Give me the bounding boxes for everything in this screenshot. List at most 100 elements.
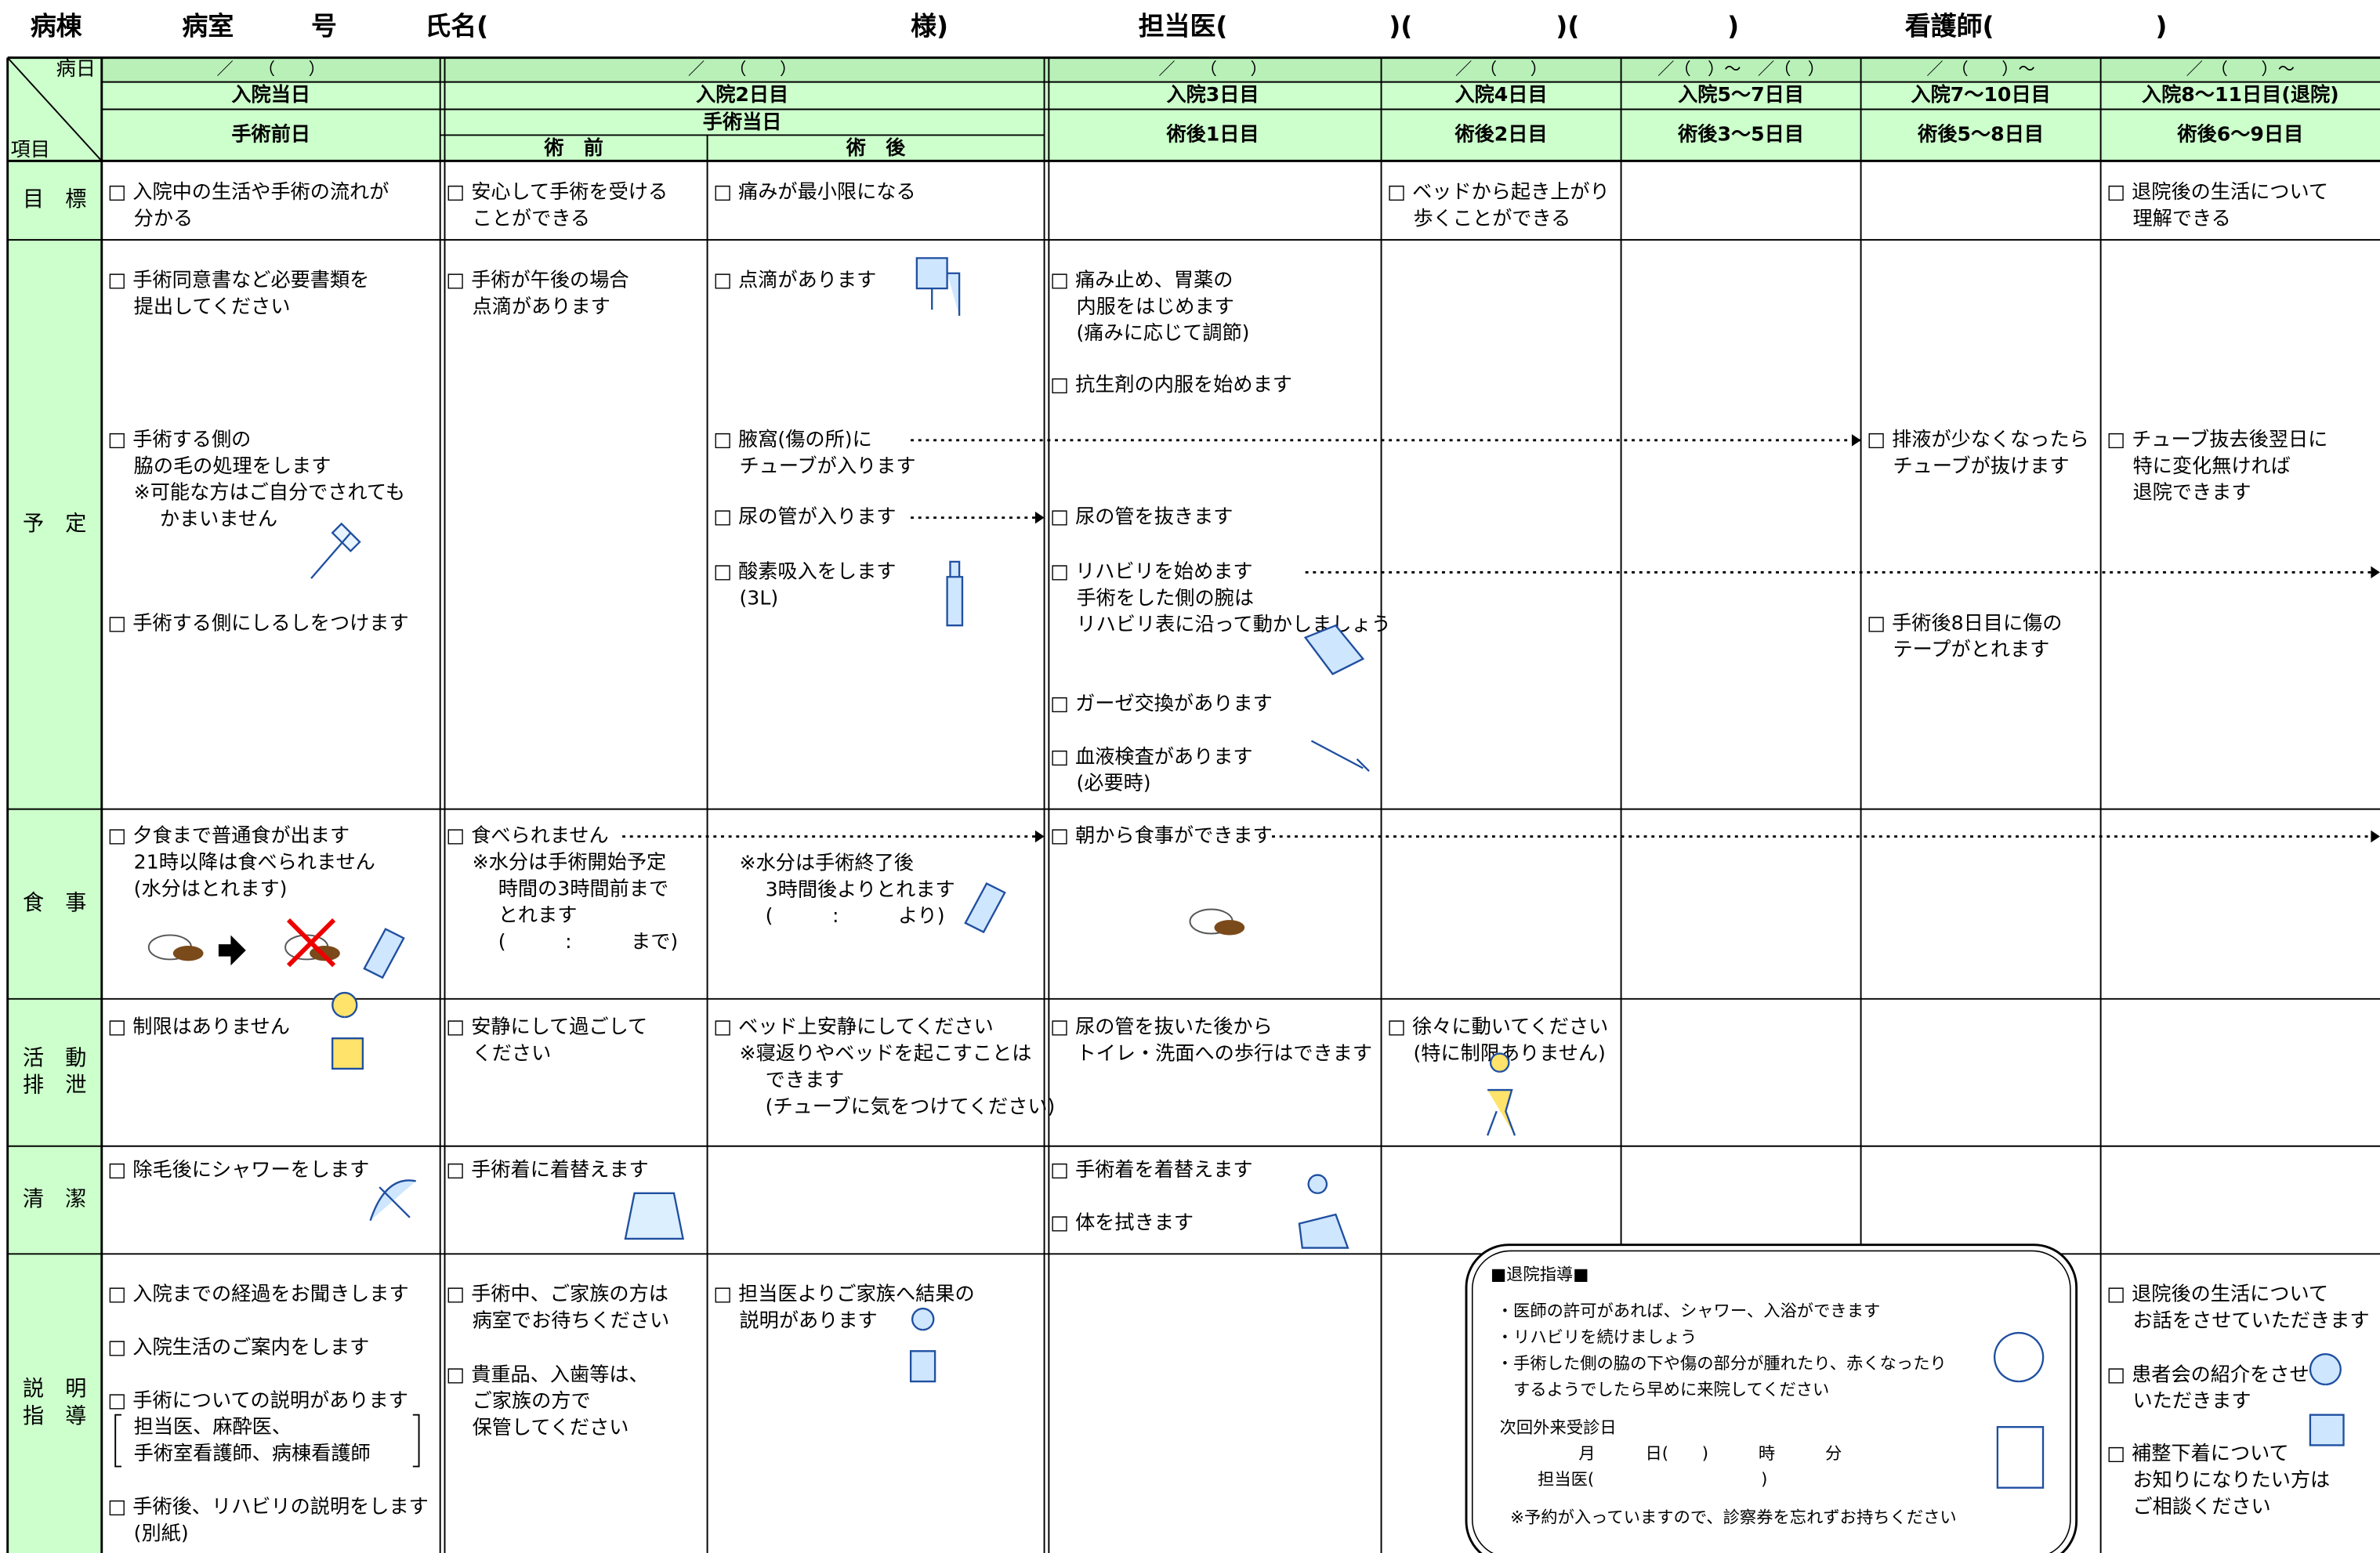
discharge-box (1465, 1243, 2078, 1553)
cell-text: □ 除毛後にシャワーをします (108, 1158, 370, 1181)
cell-text: (チューブに気をつけてください) (713, 1095, 1055, 1117)
cell-text: □ 補整下着について (2106, 1442, 2288, 1464)
discharge-box-inner (1471, 1250, 2071, 1553)
icon (369, 1179, 416, 1222)
cell-text: □ 痛みが最小限になる (713, 180, 915, 203)
cell-text: ※水分は手術開始予定 (446, 850, 666, 873)
column-date: ／ （ ）～ (1926, 60, 2034, 79)
cell-text: お知りになりたい方は (2106, 1468, 2330, 1491)
column-day: 入院2日目 (696, 83, 788, 106)
icon (1994, 1331, 2045, 1489)
icon (331, 991, 364, 1070)
corner-top: 病日 (56, 57, 96, 80)
cell-text: 手術をした側の腕は (1050, 586, 1254, 609)
cell-text: □ 痛み止め、胃薬の (1050, 268, 1233, 291)
cell-text: 脇の毛の処理をします (108, 454, 331, 477)
cell-text: (水分はとれます) (108, 877, 288, 900)
cell-text: □ 徐々に動いてください (1387, 1015, 1608, 1038)
column-day: 入院8～11日目(退院) (2142, 83, 2339, 106)
cell-text: □ 排液が少なくなったら (1867, 428, 2088, 451)
cell-text: □ 退院後の生活について (2106, 1283, 2328, 1305)
cell-text: □ 手術する側の (108, 428, 252, 451)
column-phase: 術後6～9日目 (2176, 122, 2303, 145)
cell-text: テープがとれます (1867, 638, 2049, 661)
cell-text: ( : まで) (446, 930, 678, 953)
cell-text: いただきます (2106, 1389, 2251, 1412)
cell-text: □ 制限はありません (108, 1015, 290, 1038)
cell-text: 保管してください (446, 1416, 629, 1439)
cell-text: 分かる (108, 207, 194, 230)
cell-text: 手術室看護師、病棟看護師 (108, 1442, 371, 1464)
column-date: ／ （ ） (1158, 60, 1266, 79)
column-phase: 術後3～5日目 (1677, 122, 1804, 145)
cell-text: □ 安心して手術を受ける (446, 180, 668, 203)
cell-text: 時間の3時間前まで (446, 877, 668, 900)
cell-text: □ 担当医よりご家族へ結果の (713, 1283, 974, 1305)
cell-text: □ リハビリを始めます (1050, 559, 1252, 582)
header-label: )( (1389, 10, 1412, 41)
cell-text: □ 尿の管が入ります (713, 505, 896, 528)
cell-text: 21時以降は食べられません (108, 850, 375, 873)
header-label: 様) (911, 10, 948, 41)
cell-text: □ チューブ抜去後翌日に (2106, 428, 2327, 451)
cell-text: かまいません (108, 508, 278, 530)
cell-text: 説明があります (713, 1309, 877, 1332)
column-day: 入院7～10日目 (1911, 83, 2050, 106)
cell-text: ※寝返りやベッドを起こすことは (713, 1042, 1031, 1065)
cell-text: □ 体を拭きます (1050, 1211, 1194, 1234)
header-label: 病棟 (31, 10, 83, 41)
row-label: 清 潔 (23, 1187, 86, 1211)
cell-text: □ 貴重品、入歯等は、 (446, 1363, 648, 1385)
icon (363, 928, 405, 979)
cell-text: (必要時) (1050, 772, 1150, 795)
column-subphase: 術 前 (543, 136, 603, 159)
discharge-time: 月 日( ) 時 分 (1578, 1444, 1842, 1464)
header-label: 看護師( (1905, 10, 1994, 41)
discharge-line: ・リハビリを続けましょう (1497, 1327, 1697, 1347)
cell-text: (別紙) (108, 1522, 189, 1544)
cell-text: □ 安静にして過ごして (446, 1015, 647, 1038)
column-date: ／（ ）～ ／（ ） (1657, 60, 1824, 79)
cell-text: □ 手術中、ご家族の方は (446, 1283, 668, 1305)
column-day: 入院5～7日目 (1678, 83, 1804, 106)
cell-text: □ 尿の管を抜いた後から (1050, 1015, 1272, 1038)
column-day: 入院3日目 (1166, 83, 1259, 106)
cell-text: 点滴があります (446, 295, 610, 317)
cell-text: □ 朝から食事ができます (1050, 824, 1272, 847)
cell-text: 理解できる (2106, 207, 2231, 230)
discharge-next: 次回外来受診日 (1500, 1418, 1617, 1438)
header-label: )( (1556, 10, 1579, 41)
cell-text: □ 抗生剤の内服を始めます (1050, 373, 1292, 396)
cell-text: □ 腋窩(傷の所)に (713, 428, 871, 451)
discharge-doctor: 担当医( ) (1538, 1470, 1767, 1490)
discharge-note: ※予約が入っていますので、診察券を忘れずお持ちください (1510, 1508, 1957, 1527)
food-icon (1214, 920, 1245, 936)
header-label: 担当医( (1139, 10, 1228, 41)
cell-text: □ 点滴があります (713, 268, 876, 291)
header-label: 氏名( (425, 10, 488, 41)
icon (964, 882, 1006, 934)
row-label: 指 導 (23, 1404, 86, 1428)
row-label: 説 明 (23, 1377, 86, 1401)
cell-text: ください (446, 1042, 551, 1065)
cell-text: 歩くことができる (1387, 207, 1570, 230)
cell-text: (3L) (713, 586, 778, 609)
cell-text: (痛みに応じて調節) (1050, 321, 1249, 344)
column-phase: 術後5～8日目 (1917, 122, 2044, 145)
cell-text: □ 入院までの経過をお聞きします (108, 1283, 409, 1305)
cell-text: 病室でお待ちください (446, 1309, 669, 1332)
cross-icon (286, 918, 336, 968)
cell-text: □ ベッド上安静にしてください (713, 1015, 993, 1038)
corner-diagonal (6, 56, 103, 162)
cell-text: 3時間後よりとれます (713, 878, 955, 900)
discharge-title: ■退院指導■ (1491, 1265, 1588, 1284)
column-phase: 術後1日目 (1165, 122, 1259, 145)
row-label: 食 事 (23, 891, 86, 915)
cell-text: □ 退院後の生活について (2106, 180, 2328, 203)
cell-text: お話をさせていただきます (2106, 1309, 2369, 1332)
icon (2309, 1353, 2345, 1446)
icon (909, 1307, 936, 1383)
cell-text: □ 入院生活のご案内をします (108, 1335, 370, 1358)
column-date: ／ （ ） (217, 60, 325, 79)
